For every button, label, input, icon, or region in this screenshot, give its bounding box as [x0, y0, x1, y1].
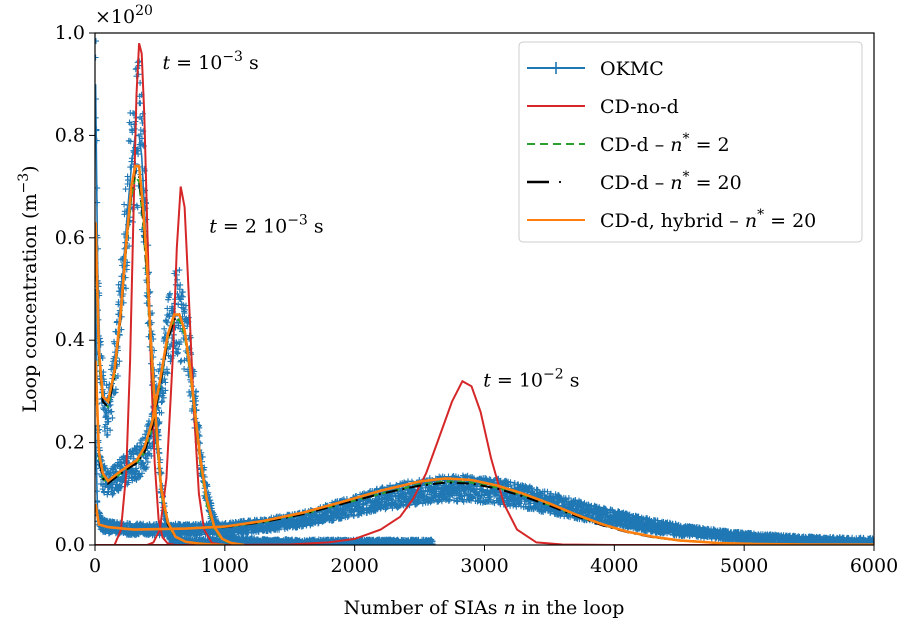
cd-d-2-line: [95, 480, 874, 545]
x-tick-label: 4000: [590, 555, 638, 577]
legend: OKMC CD-no-d CD-d – n* = 2 CD-d – n* = 20 CD…: [518, 41, 863, 243]
y-axis-label: Loop concentration (m−3): [16, 165, 41, 412]
legend-entry: OKMC: [527, 58, 664, 80]
legend-label: CD-d – n* = 2: [600, 131, 730, 156]
x-tick-label: 6000: [850, 555, 898, 577]
y-axis: 0.0 0.2 0.4 0.6 0.8 1.0: [55, 22, 95, 556]
y-tick-label: 0.2: [55, 432, 85, 454]
x-tick-label: 3000: [460, 555, 508, 577]
y-tick-label: 0.8: [55, 124, 85, 146]
series-cd-d-hybrid-20: [95, 164, 874, 545]
x-axis-label: Number of SIAs n in the loop: [344, 597, 625, 619]
y-axis-multiplier: ×1020: [95, 3, 153, 28]
annotations: t = 10−3 s t = 2 10−3 s t = 10−2 s: [163, 49, 580, 391]
cd-no-d-line: [95, 186, 225, 545]
legend-entry: CD-d, hybrid – n* = 20: [527, 207, 816, 232]
cd-no-d-line: [95, 379, 874, 545]
x-tick-label: 2000: [330, 555, 378, 577]
cd-d-hybrid-20-line: [95, 477, 874, 545]
legend-label: CD-d, hybrid – n* = 20: [600, 207, 816, 232]
cd-no-d-line: [95, 42, 212, 545]
time-annotation: t = 10−3 s: [163, 49, 259, 74]
x-axis: 0 1000 2000 3000 4000 5000 6000: [89, 545, 898, 577]
x-tick-label: 0: [89, 555, 101, 577]
legend-label: OKMC: [600, 58, 664, 80]
time-annotation: t = 2 10−3 s: [209, 213, 323, 238]
legend-label: CD-d – n* = 20: [600, 169, 742, 194]
legend-label: CD-no-d: [600, 96, 679, 118]
legend-entry: CD-no-d: [527, 96, 679, 118]
x-tick-label: 1000: [201, 555, 249, 577]
cd-d-hybrid-20-line: [95, 164, 225, 545]
y-tick-label: 0.0: [55, 534, 85, 556]
legend-entry: CD-d – n* = 20: [527, 169, 742, 194]
cd-d-hybrid-20-line: [95, 313, 245, 545]
y-tick-label: 0.4: [55, 329, 85, 351]
y-tick-label: 0.6: [55, 227, 85, 249]
series-layer: [95, 38, 874, 545]
y-tick-label: 1.0: [55, 22, 85, 44]
series-cd-no-d: [95, 42, 874, 545]
legend-box: [518, 41, 863, 243]
x-tick-label: 5000: [720, 555, 768, 577]
time-annotation: t = 10−2 s: [483, 366, 579, 391]
legend-entry: CD-d – n* = 2: [527, 131, 730, 156]
